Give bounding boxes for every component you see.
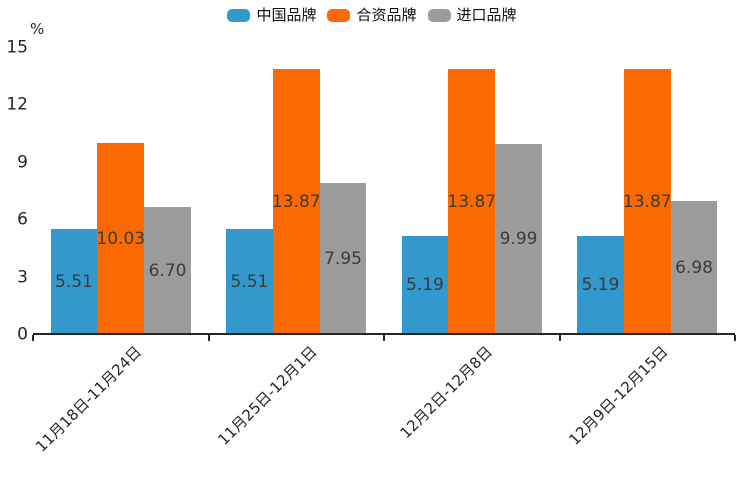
bar-value-label: 7.95 <box>324 248 362 269</box>
bar <box>226 229 273 333</box>
bar-value-label: 6.70 <box>148 260 187 281</box>
bar <box>97 142 145 333</box>
bar-value-label: 5.51 <box>55 272 93 293</box>
bar-value-label: 9.99 <box>499 229 538 250</box>
bar-value-label: 13.87 <box>447 192 497 213</box>
bar-value-label: 5.51 <box>230 272 269 293</box>
legend: 中国品牌 合资品牌 进口品牌 <box>0 8 744 23</box>
y-axis-unit-label: % <box>30 20 45 38</box>
y-axis-tick-label: 0 <box>17 324 28 345</box>
x-axis-category-label: 11月25日-12月1日 <box>214 342 321 449</box>
x-axis-line <box>33 333 735 335</box>
bar <box>50 229 98 333</box>
bar <box>401 235 449 333</box>
y-axis-tick-label: 12 <box>6 94 28 115</box>
bar <box>670 201 718 333</box>
legend-item: 进口品牌 <box>427 6 517 24</box>
x-axis-tick <box>558 335 561 341</box>
bar-value-label: 13.87 <box>622 192 672 213</box>
bar <box>495 143 542 333</box>
bar-value-label: 6.98 <box>675 258 713 279</box>
bar-value-label: 13.87 <box>271 192 321 213</box>
y-axis-tick-label: 6 <box>17 209 28 230</box>
x-axis-tick <box>32 335 34 341</box>
bar <box>272 69 320 333</box>
x-axis-category-label: 12月9日-12月15日 <box>565 342 672 449</box>
y-axis-tick-label: 3 <box>17 267 28 287</box>
legend-series-label: 合资品牌 <box>356 6 417 24</box>
legend-swatch <box>427 9 451 22</box>
bar <box>144 206 191 333</box>
bar-value-label: 5.19 <box>406 275 444 296</box>
legend-item: 合资品牌 <box>327 6 417 24</box>
legend-item: 中国品牌 <box>227 8 316 23</box>
x-axis-tick <box>734 335 736 341</box>
x-axis-tick <box>207 335 210 341</box>
bar-value-label: 5.19 <box>581 275 620 296</box>
legend-swatch <box>327 9 351 22</box>
legend-series-label: 进口品牌 <box>456 6 517 24</box>
legend-swatch <box>227 9 251 22</box>
x-axis-category-label: 11月18日-11月24日 <box>32 342 146 456</box>
y-axis-tick-label: 9 <box>17 152 28 172</box>
bar <box>319 182 367 333</box>
x-axis-category-label: 12月2日-12月8日 <box>396 342 497 443</box>
y-axis-tick-label: 15 <box>6 37 28 57</box>
x-axis-tick <box>383 335 385 341</box>
bar-value-label: 10.03 <box>96 228 146 249</box>
bar <box>577 235 624 333</box>
legend-series-label: 中国品牌 <box>256 6 317 24</box>
bar <box>448 69 496 333</box>
bar <box>623 69 671 333</box>
